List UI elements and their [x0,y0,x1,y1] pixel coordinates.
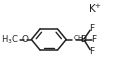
Text: F: F [89,47,94,56]
Text: H$_3$C: H$_3$C [1,33,19,46]
Text: K: K [89,5,96,14]
Text: +: + [94,3,100,9]
Text: B: B [80,35,87,44]
Text: CH$_2$: CH$_2$ [73,34,88,44]
Text: F: F [89,24,94,33]
Text: F: F [91,35,96,44]
Text: O: O [22,35,29,44]
